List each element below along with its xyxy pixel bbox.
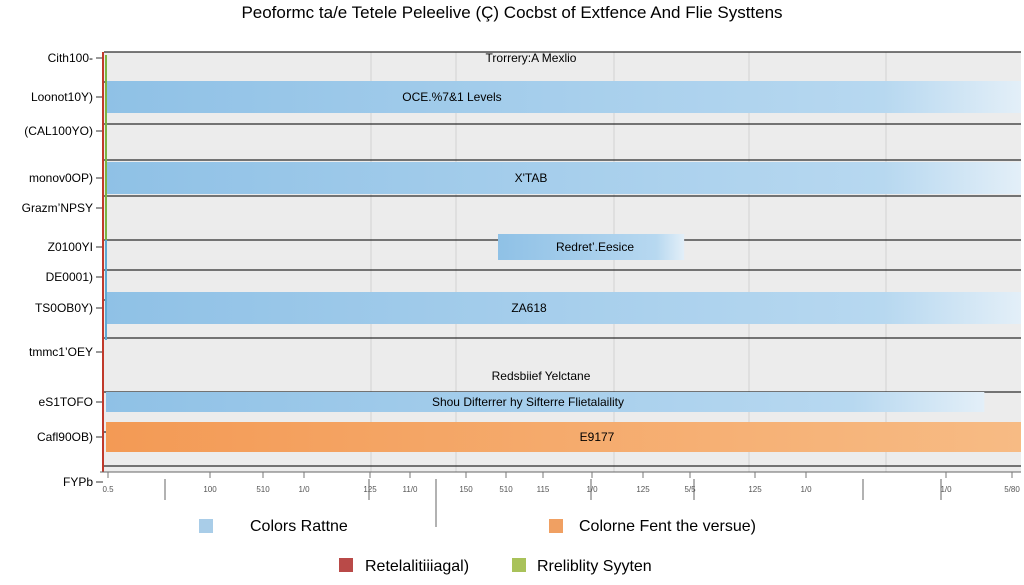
bar bbox=[106, 422, 1021, 452]
x-tick-label: 1/0 bbox=[800, 485, 812, 494]
bar-label: ZA618 bbox=[511, 301, 547, 315]
bar bbox=[106, 292, 1021, 324]
bar bbox=[106, 162, 1021, 194]
y-tick-label: Grazm’NPSY bbox=[22, 201, 93, 215]
y-tick-label: tmmc1’OEY bbox=[29, 345, 93, 359]
legend-label: Retelalitiiiagal) bbox=[365, 558, 469, 575]
y-tick-label: Z0100YI bbox=[48, 240, 93, 254]
legend-label: Colors Rattne bbox=[250, 518, 348, 535]
x-tick-label: 5/80 bbox=[1004, 485, 1020, 494]
x-tick-label: 11/0 bbox=[403, 485, 419, 494]
bar-label: Redsbiief Yelctane bbox=[492, 369, 591, 383]
x-tick-label: 1/0 bbox=[298, 485, 310, 494]
x-tick-label: 5/5 bbox=[684, 485, 696, 494]
bar bbox=[498, 234, 685, 260]
bar-label: Shou Difterrer hy Sifterre Flietalaility bbox=[432, 395, 624, 409]
x-tick-label: 150 bbox=[459, 485, 473, 494]
bar bbox=[106, 81, 1021, 113]
bar-label: E9177 bbox=[580, 430, 615, 444]
bars: Trorrery:A Mexlio OCE.%7&1 Levels X'TAB Red… bbox=[106, 51, 1021, 452]
y-tick-label: Loonot10Y) bbox=[31, 90, 93, 104]
y-tick-label: Cafl90OB) bbox=[37, 430, 93, 444]
y-tick-label: TS0OB0Y) bbox=[35, 301, 93, 315]
x-tick-label: 125 bbox=[363, 485, 377, 494]
y-tick-label: eS1TOFO bbox=[39, 395, 93, 409]
x-tick-label: 125 bbox=[636, 485, 650, 494]
legend-swatch bbox=[199, 519, 213, 533]
x-tick-label: 125 bbox=[748, 485, 762, 494]
bar bbox=[106, 392, 985, 412]
legend-label: Colorne Fent the versue) bbox=[579, 518, 756, 535]
x-tick-label: 0.5 bbox=[102, 485, 114, 494]
y-tick-label: monov0OP) bbox=[29, 171, 93, 185]
axes bbox=[100, 52, 1021, 473]
x-tick-label: 510 bbox=[499, 485, 513, 494]
bar-label: X'TAB bbox=[515, 171, 548, 185]
bar-label: Trorrery:A Mexlio bbox=[486, 51, 577, 65]
legend-swatch bbox=[549, 519, 563, 533]
y-axis-labels: Cith100- Loonot10Y) (CAL100YO) monov0OP) Gra… bbox=[22, 51, 103, 489]
x-tick-label: 510 bbox=[256, 485, 270, 494]
x-tick-label: 115 bbox=[537, 485, 550, 494]
y-tick-label: DE0001) bbox=[46, 270, 93, 284]
x-tick-label: 100 bbox=[203, 485, 217, 494]
legend-label: Rreliblity Syyten bbox=[537, 558, 652, 575]
bar-label: Redret’.Eesice bbox=[556, 240, 634, 254]
bar-label: OCE.%7&1 Levels bbox=[402, 90, 501, 104]
y-tick-label: Cith100- bbox=[48, 51, 93, 65]
x-tick-label: 1/0 bbox=[586, 485, 598, 494]
legend-swatch bbox=[339, 558, 353, 572]
x-tick-label: 1/0 bbox=[940, 485, 952, 494]
y-tick-label: FYPb bbox=[63, 475, 93, 489]
chart-title: Peoformc ta/e Tetele Peleelive (Ç) Cocbs… bbox=[241, 3, 782, 22]
x-axis-ticks: 0.5 100 510 1/0 125 11/0 150 510 115 1/0 125 5/5 125… bbox=[102, 472, 1020, 527]
legend: Colors Rattne Colorne Fent the versue) Ret… bbox=[199, 518, 756, 575]
legend-swatch bbox=[512, 558, 526, 572]
y-tick-label: (CAL100YO) bbox=[24, 124, 93, 138]
